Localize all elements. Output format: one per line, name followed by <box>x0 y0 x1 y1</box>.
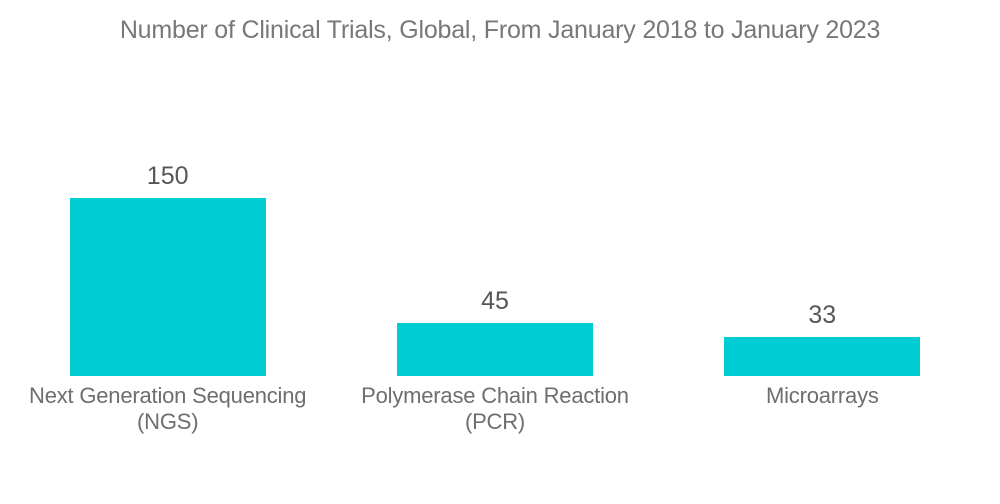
chart-title: Number of Clinical Trials, Global, From … <box>119 16 881 44</box>
bar-group-microarrays: 33 <box>659 160 986 376</box>
value-label-microarrays: 33 <box>808 301 837 329</box>
bar-ngs <box>69 198 266 376</box>
value-label-ngs: 150 <box>146 162 189 190</box>
category-label-ngs: Next Generation Sequencing (NGS) <box>29 383 307 434</box>
bar-group-ngs: 150 <box>4 160 331 376</box>
bar-pcr <box>396 323 593 376</box>
plot-area: 150 45 33 <box>4 160 986 376</box>
category-label-pcr: Polymerase Chain Reaction (PCR) <box>361 383 629 434</box>
category-label-microarrays: Microarrays <box>765 383 879 408</box>
value-label-pcr: 45 <box>481 287 509 315</box>
bar-microarrays <box>724 337 921 376</box>
category-axis: Next Generation Sequencing (NGS) Polymer… <box>4 383 986 435</box>
bar-group-pcr: 45 <box>331 160 658 376</box>
